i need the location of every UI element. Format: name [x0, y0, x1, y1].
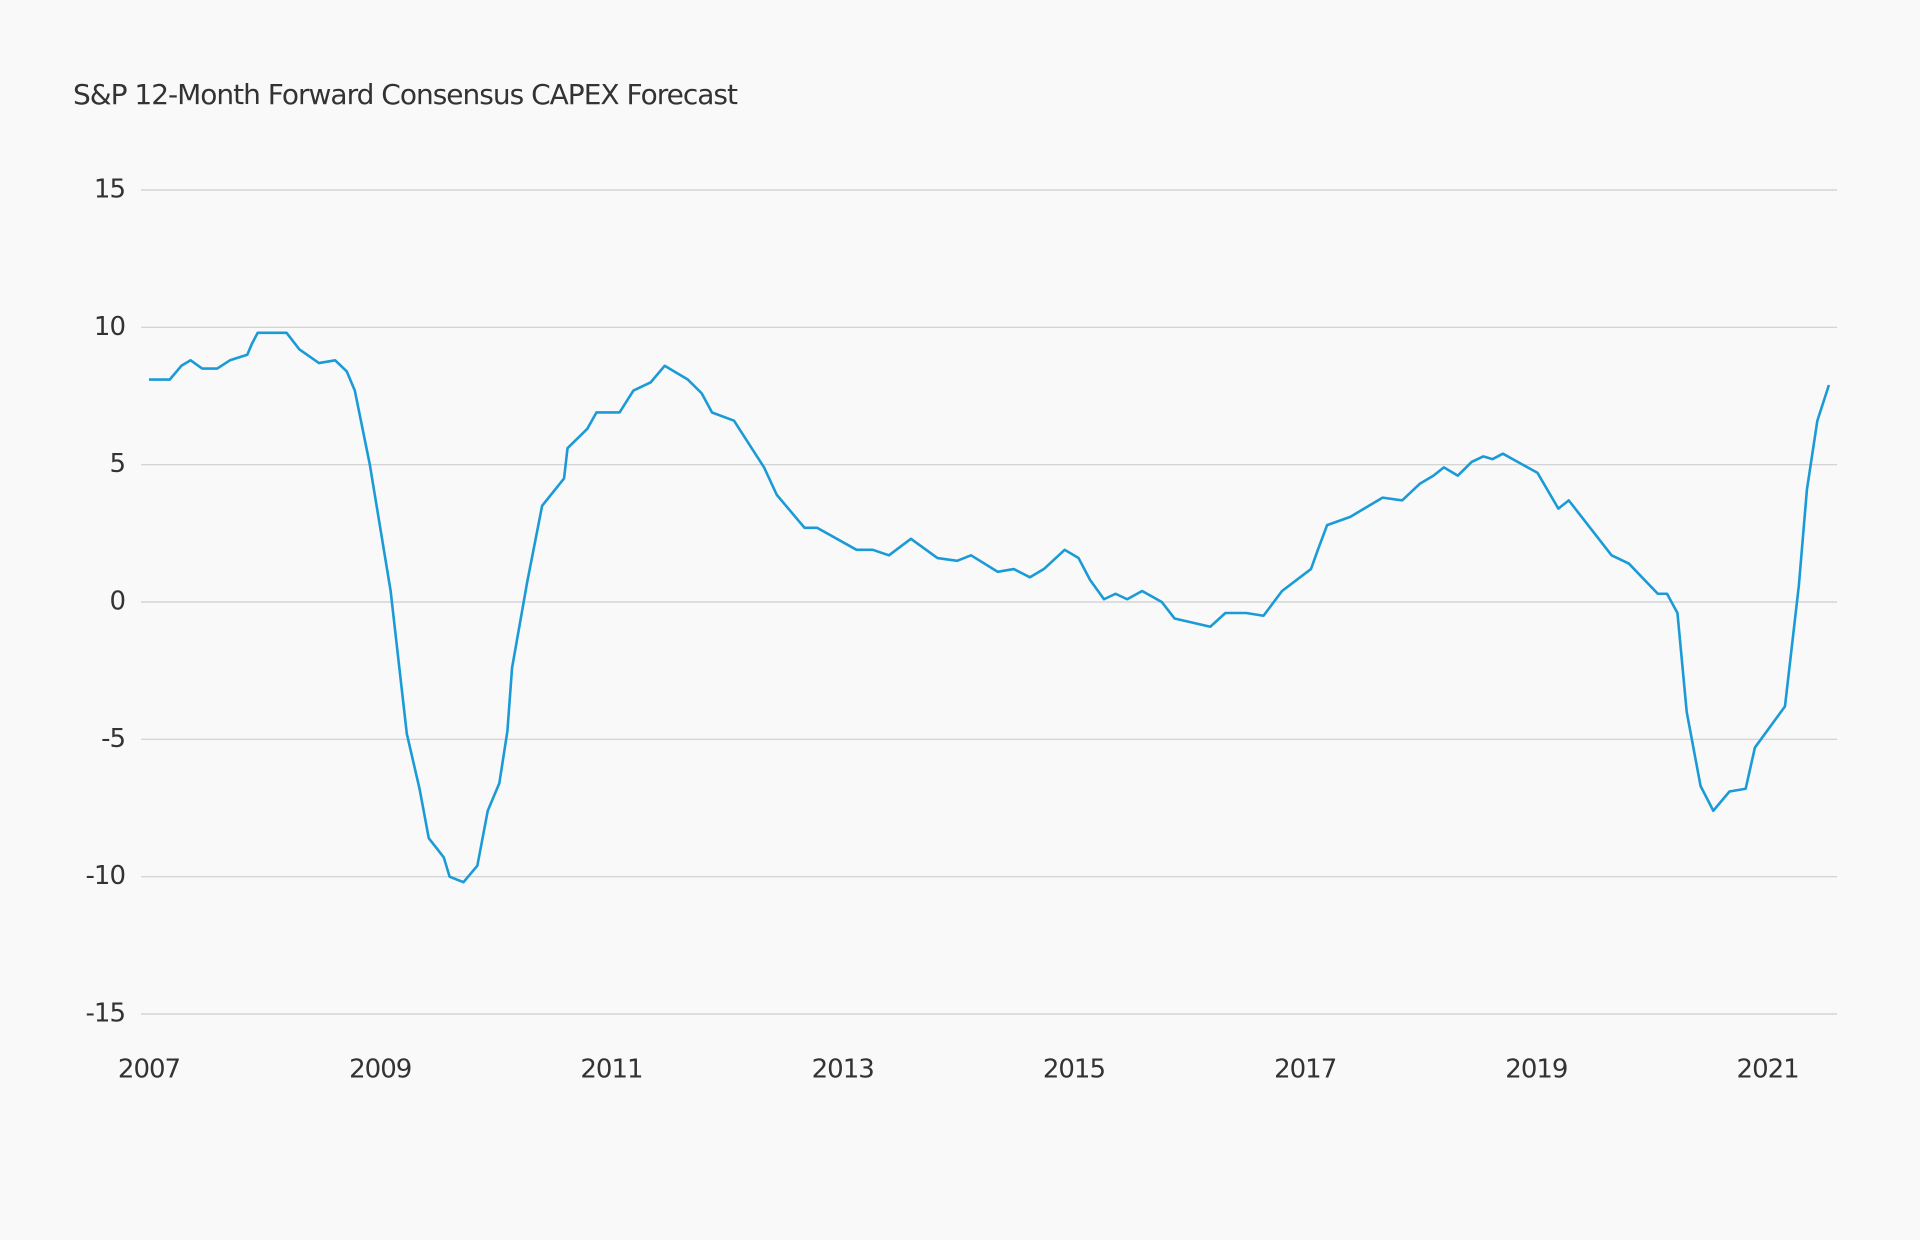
x-tick-label: 2017	[1274, 1055, 1336, 1085]
x-tick-label: 2009	[349, 1055, 411, 1085]
data-line	[149, 331, 1831, 884]
y-tick-label: 0	[109, 587, 125, 617]
y-tick-label: -5	[101, 724, 125, 754]
x-tick-label: 2013	[812, 1055, 874, 1085]
y-tick-label: -15	[86, 999, 125, 1029]
y-tick-label: 10	[94, 312, 125, 342]
y-tick-label: 15	[94, 175, 125, 205]
chart-title: S&P 12-Month Forward Consensus CAPEX For…	[73, 78, 738, 111]
x-tick-label: 2021	[1737, 1055, 1799, 1085]
x-tick-label: 2015	[1043, 1055, 1105, 1085]
x-tick-label: 2011	[580, 1055, 642, 1085]
x-tick-label: 2007	[118, 1055, 180, 1085]
y-tick-label: 5	[109, 449, 125, 479]
x-tick-label: 2019	[1505, 1055, 1567, 1085]
y-tick-label: -10	[86, 861, 125, 891]
